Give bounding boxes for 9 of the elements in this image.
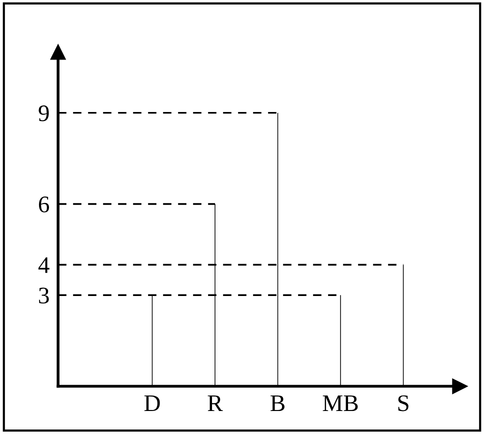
y-tick-label: 3 [39, 288, 49, 304]
x-tick-label: D [144, 396, 160, 412]
y-tick-label: 6 [38, 196, 50, 212]
x-tick-label: S [398, 395, 408, 412]
x-tick-label: B [270, 396, 284, 412]
x-tick-label: MB [322, 396, 358, 412]
y-tick-label: 9 [38, 105, 49, 122]
x-tick-label: R [208, 396, 223, 411]
y-tick-label: 4 [38, 257, 50, 273]
